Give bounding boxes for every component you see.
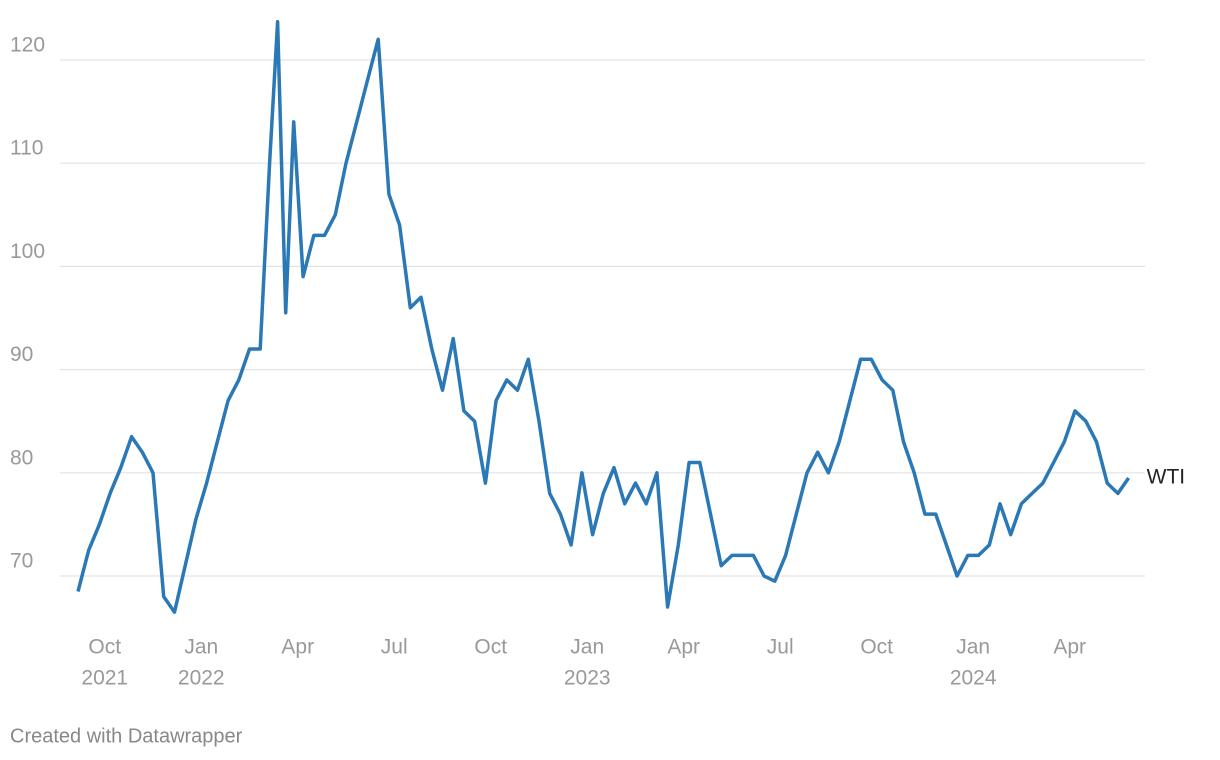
x-tick-label: Apr: [1053, 636, 1086, 659]
y-tick-label: 90: [10, 343, 33, 366]
x-tick-label: Oct: [474, 636, 507, 659]
x-tick-year: 2021: [81, 667, 128, 690]
x-tick-label: Oct: [860, 636, 893, 659]
x-tick-label: Jan: [184, 636, 218, 659]
x-tick-year: 2024: [950, 667, 997, 690]
x-tick-label: Jan: [956, 636, 990, 659]
line: [76, 20, 1131, 614]
y-tick-label: 110: [10, 137, 43, 160]
y-tick-label: 120: [10, 34, 45, 57]
series-label: WTI: [1147, 466, 1185, 489]
y-tick-label: 80: [10, 446, 33, 469]
x-tick-year: 2023: [564, 667, 611, 690]
x-tick-year: 2022: [178, 667, 225, 690]
x-tick-label: Apr: [667, 636, 700, 659]
x-tick-label: Oct: [88, 636, 121, 659]
y-tick-label: 100: [10, 240, 45, 263]
x-tick-label: Jul: [767, 636, 794, 659]
source-note: Created with Datawrapper: [10, 725, 243, 747]
x-tick-label: Apr: [281, 636, 314, 659]
y-tick-label: 70: [10, 550, 33, 573]
x-tick-label: Jan: [570, 636, 604, 659]
x-tick-label: Jul: [381, 636, 408, 659]
